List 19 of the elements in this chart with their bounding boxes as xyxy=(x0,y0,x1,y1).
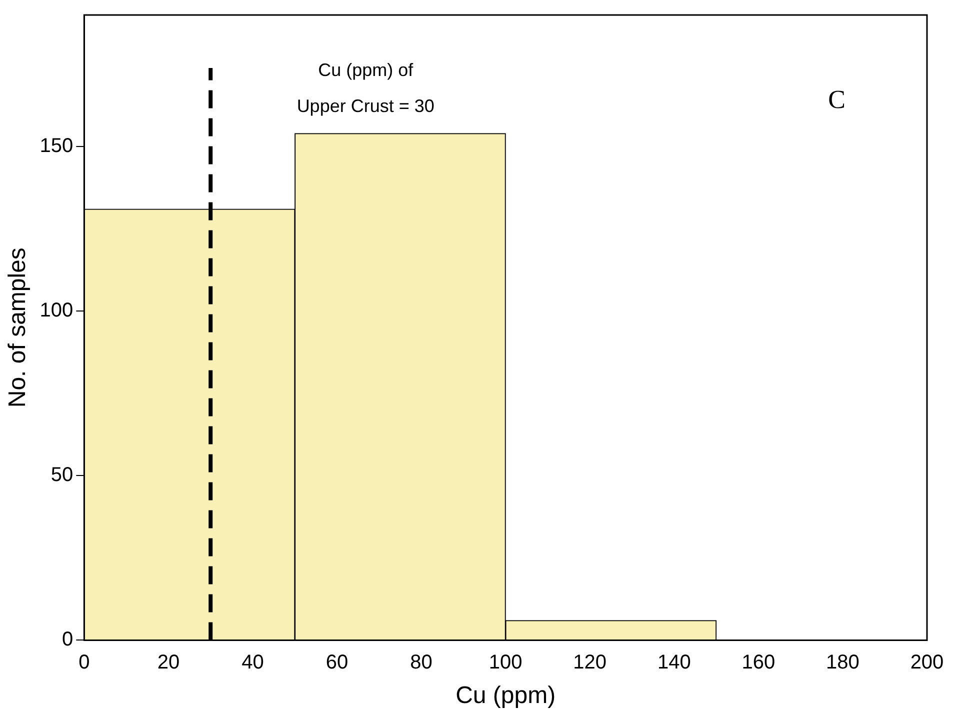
x-tick-label: 160 xyxy=(742,652,776,674)
ref-line-label: Cu (ppm) of Upper Crust = 30 xyxy=(296,60,434,116)
y-tick-label: 150 xyxy=(40,135,74,158)
x-tick-label: 100 xyxy=(488,652,522,674)
x-tick-label: 180 xyxy=(826,652,860,674)
x-tick-label: 40 xyxy=(242,652,264,674)
x-tick-label: 140 xyxy=(657,652,691,674)
x-tick-label: 200 xyxy=(910,652,944,674)
x-tick-label: 80 xyxy=(410,652,432,674)
x-tick-label: 0 xyxy=(78,652,90,674)
x-tick-label: 120 xyxy=(573,652,607,674)
y-tick-label: 0 xyxy=(62,628,74,651)
y-tick-label: 100 xyxy=(40,300,74,322)
annotation: C xyxy=(828,84,846,114)
y-axis-title: No. of samples xyxy=(4,248,32,408)
x-tick-label: 60 xyxy=(326,652,348,674)
y-tick-label: 50 xyxy=(50,464,74,486)
x-tick-label: 20 xyxy=(157,652,180,674)
x-axis-title: Cu (ppm) xyxy=(456,682,556,710)
